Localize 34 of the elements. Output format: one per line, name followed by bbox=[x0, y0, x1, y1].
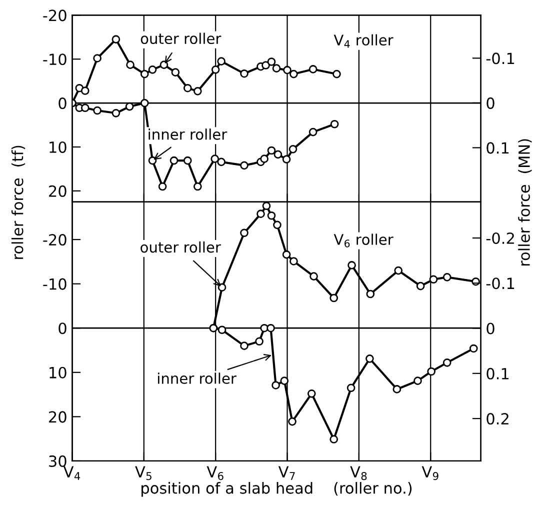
y2-axis-title: roller force (MN) bbox=[518, 139, 532, 266]
y2-tick-label: 0 bbox=[486, 97, 494, 109]
x-tick-label: V$_{6}$ bbox=[206, 466, 224, 480]
x-tick-label: V$_{5}$ bbox=[135, 466, 152, 480]
y-axis-title: roller force (tf) bbox=[11, 146, 26, 259]
y2-tick-label: 0 bbox=[486, 322, 494, 334]
x-tick-label: V$_{4}$ bbox=[63, 466, 80, 480]
x-axis-title: position of a slab head (roller no.) bbox=[142, 482, 412, 497]
y2-tick-label: -0.1 bbox=[486, 278, 514, 290]
annotation: outer roller bbox=[140, 32, 222, 44]
annotation: V$_{6}$ roller bbox=[334, 234, 394, 248]
x-tick-label: V$_{9}$ bbox=[422, 466, 438, 480]
y-tick-label: 20 bbox=[49, 411, 66, 423]
y-tick-label: 20 bbox=[49, 185, 66, 197]
annotation: inner roller bbox=[158, 372, 236, 384]
y2-tick-label: -0.2 bbox=[486, 232, 514, 244]
y-tick-label: -10 bbox=[43, 278, 66, 290]
y2-tick-label: 0.2 bbox=[486, 413, 508, 425]
x-tick-label: V$_{7}$ bbox=[278, 466, 295, 480]
y2-tick-label: 0.1 bbox=[486, 368, 509, 380]
y2-tick-label: 0.1 bbox=[486, 142, 509, 154]
y-tick-label: -20 bbox=[43, 10, 66, 22]
y-tick-label: 0 bbox=[58, 322, 66, 334]
y-tick-label: 0 bbox=[58, 98, 66, 110]
annotation: V$_{4}$ roller bbox=[334, 34, 394, 48]
y-tick-label: 10 bbox=[50, 366, 66, 378]
y-tick-label: 30 bbox=[49, 455, 66, 467]
x-tick-label: V$_{8}$ bbox=[350, 466, 367, 480]
y-tick-label: 10 bbox=[50, 141, 66, 153]
annotation: inner roller bbox=[148, 128, 228, 140]
annotation: outer roller bbox=[140, 241, 221, 253]
y-tick-label: -20 bbox=[43, 234, 66, 246]
y-tick-label: -10 bbox=[43, 54, 66, 66]
y2-tick-label: -0.1 bbox=[486, 52, 514, 64]
